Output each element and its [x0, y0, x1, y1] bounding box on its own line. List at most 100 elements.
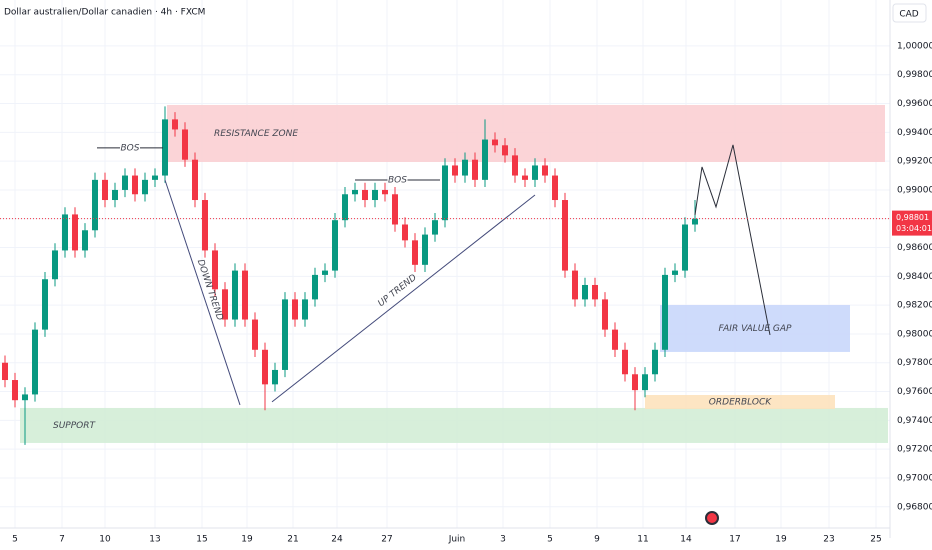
candle-body	[352, 189, 358, 195]
candle-body	[102, 179, 108, 201]
x-tick-label: 10	[99, 535, 111, 545]
bos-label: BOS	[388, 176, 407, 186]
y-tick-label: 0,97400	[897, 416, 932, 426]
candle-body	[172, 119, 178, 130]
y-tick-label: 0,99400	[897, 128, 932, 138]
candle-body	[602, 299, 608, 330]
candle-body	[462, 159, 468, 176]
zone-label: FAIR VALUE GAP	[719, 324, 793, 334]
x-tick-label: 9	[594, 535, 600, 545]
candle-body	[472, 159, 478, 180]
y-tick-label: 0,99000	[897, 185, 932, 195]
candle-body	[12, 380, 18, 401]
candle-body	[642, 374, 648, 391]
event-icon[interactable]	[705, 511, 719, 525]
zone	[645, 395, 835, 409]
x-tick-label: 5	[547, 535, 553, 545]
candle-body	[302, 299, 308, 320]
x-tick-label: 19	[775, 535, 787, 545]
candle-body	[122, 175, 128, 190]
x-tick-label: Juin	[448, 535, 466, 545]
y-tick-label: 0,98600	[897, 243, 932, 253]
x-tick-label: 5	[12, 535, 18, 545]
candle-body	[342, 194, 348, 221]
candle-body	[262, 349, 268, 385]
countdown: 03:04:01	[896, 224, 932, 233]
y-tick-label: 0,99800	[897, 70, 932, 80]
y-tick-label: 0,98000	[897, 329, 932, 339]
candle-body	[322, 270, 328, 275]
y-tick-label: 0,97000	[897, 473, 932, 483]
candle-body	[442, 165, 448, 221]
y-tick-label: 0,97600	[897, 387, 932, 397]
chart-title: Dollar australien/Dollar canadien · 4h ·…	[4, 8, 205, 18]
candle-body	[392, 194, 398, 225]
candle-body	[532, 165, 538, 180]
candle-body	[192, 159, 198, 201]
candle-body	[692, 218, 698, 225]
candle-body	[422, 234, 428, 265]
x-tick-label: 14	[680, 535, 692, 545]
candle-body	[272, 369, 278, 385]
candle-body	[332, 220, 338, 271]
candle-body	[612, 329, 618, 350]
candle-body	[282, 299, 288, 370]
candle-body	[582, 284, 588, 300]
y-tick-label: 0,97200	[897, 445, 932, 455]
candle-body	[492, 139, 498, 146]
x-tick-label: 19	[241, 535, 253, 545]
candle-body	[502, 145, 508, 156]
x-tick-label: 25	[870, 535, 881, 545]
trend-line	[164, 179, 241, 406]
candle-body	[292, 299, 298, 320]
x-tick-label: 7	[59, 535, 65, 545]
candle-body	[312, 274, 318, 300]
bos-label: BOS	[121, 143, 140, 153]
zone-label: ORDERBLOCK	[709, 397, 772, 407]
candle-body	[632, 374, 638, 391]
candle-body	[222, 289, 228, 320]
candle-body	[72, 214, 78, 251]
bos-label-bg	[120, 141, 140, 154]
last-price-label: 0,98801	[896, 213, 929, 222]
candle-body	[542, 165, 548, 176]
candle-body	[372, 189, 378, 201]
candle-body	[482, 139, 488, 180]
currency-label: CAD	[899, 10, 918, 20]
candle-body	[412, 240, 418, 265]
candle-body	[512, 155, 518, 176]
last-price-box	[892, 210, 932, 236]
candle-body	[252, 319, 258, 350]
candle-body	[562, 200, 568, 271]
x-tick-label: 11	[637, 535, 648, 545]
candle-body	[142, 179, 148, 195]
y-tick-label: 0,96800	[897, 502, 932, 512]
candle-body	[522, 175, 528, 180]
candle-body	[2, 362, 8, 381]
x-tick-label: 23	[823, 535, 834, 545]
candle-body	[622, 349, 628, 375]
x-tick-label: 24	[331, 535, 343, 545]
y-tick-label: 1,00000	[897, 41, 932, 51]
zone	[660, 305, 850, 352]
zone-label: SUPPORT	[53, 421, 96, 431]
x-tick-label: 21	[287, 535, 298, 545]
candle-body	[402, 224, 408, 241]
candle-body	[92, 179, 98, 231]
candle-body	[452, 165, 458, 176]
candle-body	[682, 224, 688, 271]
candle-body	[552, 175, 558, 201]
candle-body	[62, 214, 68, 251]
projection-path	[694, 144, 771, 336]
candle-body	[82, 230, 88, 251]
x-tick-label: 13	[149, 535, 160, 545]
candle-body	[182, 129, 188, 160]
candle-body	[132, 175, 138, 195]
zone-label: RESISTANCE ZONE	[214, 129, 298, 139]
zone	[20, 407, 888, 443]
y-tick-label: 0,99200	[897, 157, 932, 167]
trend-line	[271, 194, 536, 403]
candle-body	[652, 349, 658, 375]
currency-box[interactable]	[892, 3, 927, 23]
candle-body	[232, 270, 238, 320]
